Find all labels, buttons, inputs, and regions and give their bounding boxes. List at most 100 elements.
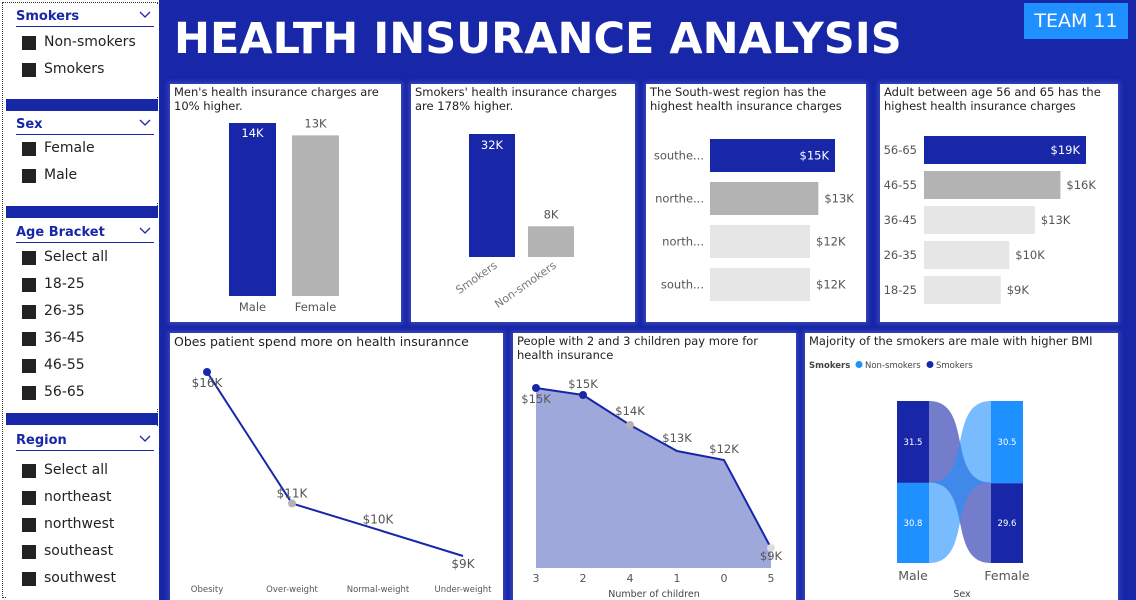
card-title: People with 2 and 3 children pay more fo… [517, 334, 759, 362]
sex-slicer-header[interactable]: Sex [16, 115, 154, 135]
bar [924, 276, 1001, 304]
checkbox-icon[interactable] [22, 359, 36, 373]
ribbon [929, 401, 991, 563]
checkbox-icon[interactable] [22, 36, 36, 50]
team-badge: TEAM 11 [1024, 3, 1128, 39]
region-charges-card[interactable]: The South-west region has the highest he… [646, 84, 866, 322]
sex-slicer-title: Sex [16, 117, 43, 132]
checkbox-icon[interactable] [22, 518, 36, 532]
bar-segment [991, 483, 1023, 563]
region-slicer-header[interactable]: Region [16, 431, 154, 451]
slicer-divider [6, 99, 158, 111]
chevron-down-icon[interactable] [138, 223, 152, 237]
data-label: $11K [277, 486, 309, 500]
legend-title: Smokers [809, 361, 850, 371]
children-charges-card[interactable]: People with 2 and 3 children pay more fo… [513, 333, 796, 600]
smokers-slicer-title: Smokers [16, 9, 80, 24]
data-label: $9K [760, 549, 783, 563]
checkbox-icon[interactable] [22, 169, 36, 183]
data-label: $16K [1066, 178, 1096, 192]
tick-label: 0 [721, 572, 728, 585]
chevron-down-icon[interactable] [138, 115, 152, 129]
age-bar-chart: 56-65 $19K 46-55 $16K 36-45 $13K 26-35 $10K 18-2… [884, 136, 1096, 304]
age-charges-card[interactable]: Adult between age 56 and 65 has the high… [880, 84, 1118, 322]
age-slicer-header[interactable]: Age Bracket [16, 223, 154, 243]
legend-marker [926, 361, 934, 368]
data-label: $13K [824, 192, 854, 206]
sex-bar-chart: 14K Male 13K Female [229, 116, 339, 314]
tick-label: 46-55 [884, 178, 917, 192]
sex-charges-card[interactable]: Men's health insurance charges are 10% h… [170, 84, 401, 322]
page-title: HEALTH INSURANCE ANALYSIS [174, 14, 902, 64]
bar [292, 135, 339, 296]
tick-label: 26-35 [884, 248, 917, 262]
checkbox-icon[interactable] [22, 572, 36, 586]
checkbox-icon[interactable] [22, 386, 36, 400]
tick-label: Non-smokers [492, 259, 559, 311]
data-label: $10K [1015, 248, 1045, 262]
data-label: $12K [709, 442, 739, 456]
data-point [579, 391, 587, 399]
bar [528, 226, 574, 257]
bar [924, 136, 1086, 164]
data-label: $12K [816, 235, 846, 249]
bar [229, 123, 276, 296]
data-label: $19K [1051, 143, 1081, 157]
tick-label: Female [984, 568, 1030, 583]
chevron-down-icon[interactable] [138, 7, 152, 21]
data-label: $15K [521, 392, 551, 406]
tick-label: 5 [768, 572, 775, 585]
bar-segment [897, 401, 929, 483]
data-label: $12K [816, 278, 846, 292]
region-bar-chart: southe... $15K northe... $13K north... $12K so… [654, 139, 854, 301]
bar [924, 206, 1035, 234]
chevron-down-icon[interactable] [138, 431, 152, 445]
card-title: Obes patient spend more on health insura… [174, 334, 469, 349]
checkbox-icon[interactable] [22, 464, 36, 478]
checkbox-icon[interactable] [22, 278, 36, 292]
smokers-slicer-header[interactable]: Smokers [16, 7, 154, 27]
series-line [206, 371, 464, 557]
data-label: 32K [481, 138, 504, 152]
tick-label: 36-45 [884, 213, 917, 227]
tick-label: 1 [674, 572, 681, 585]
region-slicer: Region Select all northeast northwest so… [6, 427, 158, 600]
tick-label: 18-25 [884, 283, 917, 297]
slicer-divider [6, 206, 158, 218]
checkbox-icon[interactable] [22, 491, 36, 505]
ribbon-chart: Smokers Non-smokers Smokers 31.5 30.8 Male 30.… [809, 361, 1030, 600]
data-label: 13K [304, 116, 327, 130]
smoker-bar-chart: 32K Smokers 8K Non-smokers [453, 134, 574, 311]
checkbox-icon[interactable] [22, 251, 36, 265]
checkbox-icon[interactable] [22, 63, 36, 77]
checkbox-icon[interactable] [22, 305, 36, 319]
tick-label: 3 [533, 572, 540, 585]
bar [710, 139, 835, 172]
smoker-charges-card[interactable]: Smokers' health insurance charges are 17… [411, 84, 635, 322]
checkbox-icon[interactable] [22, 332, 36, 346]
bar [710, 182, 819, 215]
smoker-sex-bmi-card[interactable]: Majority of the smokers are male with hi… [805, 333, 1118, 600]
data-point [288, 499, 296, 508]
checkbox-icon[interactable] [22, 142, 36, 156]
legend-item: Non-smokers [865, 361, 921, 371]
axis-title: Sex [953, 589, 971, 600]
card-title: The South-west region has the highest he… [650, 85, 842, 113]
data-label: 29.6 [998, 519, 1017, 529]
tick-label: Under-weight [435, 585, 493, 595]
data-label: $14K [615, 404, 645, 418]
data-point [532, 384, 540, 392]
checkbox-icon[interactable] [22, 545, 36, 559]
tick-label: northe... [655, 192, 704, 206]
bmi-charges-card[interactable]: Obes patient spend more on health insura… [170, 333, 503, 600]
data-label: $16K [192, 376, 224, 390]
tick-label: north... [662, 235, 704, 249]
series-area [536, 388, 771, 568]
data-label: 30.8 [904, 519, 923, 529]
region-slicer-title: Region [16, 433, 67, 448]
data-point [203, 368, 211, 376]
card-title: Majority of the smokers are male with hi… [809, 334, 1093, 348]
legend-marker [855, 361, 863, 368]
tick-label: Obesity [191, 585, 223, 595]
data-label: 31.5 [904, 438, 923, 448]
